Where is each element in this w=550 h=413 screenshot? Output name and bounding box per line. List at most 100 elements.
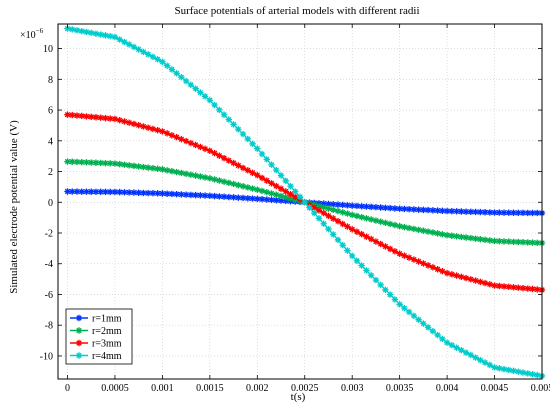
series-marker <box>282 188 289 195</box>
legend-swatch-marker <box>75 327 83 334</box>
series-marker <box>178 169 185 177</box>
series-marker <box>462 234 470 241</box>
series-marker <box>97 31 104 38</box>
series-r=4mm <box>64 25 546 380</box>
x-tick-label: 0.0035 <box>386 383 414 394</box>
series-marker <box>486 281 494 288</box>
series-marker <box>382 243 389 250</box>
series-marker <box>182 191 190 198</box>
series-marker <box>534 209 541 217</box>
series-marker <box>524 285 531 292</box>
series-marker <box>382 219 389 227</box>
series-marker <box>519 238 527 246</box>
series-marker <box>144 124 152 131</box>
series-marker <box>130 162 138 170</box>
series-marker <box>439 207 446 214</box>
series-marker <box>173 134 180 141</box>
legend-swatch-marker <box>75 314 83 322</box>
series-marker <box>500 283 508 290</box>
y-tick-label: -8 <box>45 321 53 332</box>
series-marker <box>458 273 465 281</box>
series-marker <box>363 267 370 274</box>
series-marker <box>192 85 199 92</box>
series-marker <box>401 223 408 231</box>
y-axis-label: Simulated electrode potential value (V) <box>8 120 20 294</box>
series-marker <box>206 192 214 200</box>
series-marker <box>159 58 166 66</box>
series-marker <box>121 161 128 168</box>
series-marker <box>496 365 503 372</box>
series-marker <box>363 233 370 240</box>
series-marker <box>358 262 365 269</box>
series-marker <box>505 366 512 374</box>
series-marker <box>453 208 460 215</box>
series-marker <box>125 119 133 126</box>
series-marker <box>163 167 171 174</box>
series-marker <box>339 241 346 249</box>
series-marker <box>78 188 85 195</box>
chart-title: Surface potentials of arterial models wi… <box>174 5 419 17</box>
series-marker <box>443 207 451 215</box>
x-tick-label: 0 <box>65 383 70 394</box>
x-tick-label: 0.0005 <box>101 383 129 394</box>
series-marker <box>534 371 541 379</box>
series-marker <box>154 126 161 134</box>
series-marker <box>287 195 294 202</box>
series-marker <box>263 177 270 184</box>
series-marker <box>197 173 204 180</box>
series-marker <box>505 209 512 216</box>
series-marker <box>69 158 76 165</box>
plot-area-frame <box>57 23 543 380</box>
series-marker <box>187 81 195 89</box>
series-marker <box>168 167 176 175</box>
series-marker <box>149 190 157 197</box>
series-marker <box>420 320 427 327</box>
series-marker <box>69 188 76 195</box>
series-marker <box>92 159 100 166</box>
series-marker <box>301 199 308 206</box>
series-marker <box>206 147 214 154</box>
series-marker <box>348 211 356 219</box>
axes: 0 0.0005 0.001 0.0015 0.002 0.0025 0.003 0.0035… <box>40 24 550 394</box>
series-marker <box>73 158 81 166</box>
series-marker <box>225 157 233 164</box>
series-marker <box>173 70 180 77</box>
series-marker <box>149 125 157 133</box>
series-marker <box>401 205 408 213</box>
series-marker <box>510 209 517 216</box>
series-marker <box>111 188 119 196</box>
series-marker <box>140 48 147 56</box>
x-tick-label: 0.005 <box>531 383 550 394</box>
x-tick-label: 0.0045 <box>481 383 509 394</box>
series-marker <box>311 209 318 217</box>
series-marker <box>510 284 517 291</box>
series-marker <box>216 193 223 200</box>
series-marker <box>372 217 380 224</box>
series-marker <box>273 191 280 198</box>
series-marker <box>235 194 242 201</box>
series-marker <box>282 197 289 205</box>
series-marker <box>405 224 413 232</box>
series-marker <box>239 130 247 138</box>
series-marker <box>510 238 517 245</box>
series-marker <box>173 191 180 198</box>
series-marker <box>315 215 323 222</box>
x-tick-label: 0.003 <box>341 383 364 394</box>
y-tick-label: 2 <box>48 167 53 178</box>
series-marker <box>519 209 527 217</box>
series-marker <box>277 192 285 200</box>
series-marker <box>519 369 527 376</box>
series-marker <box>415 206 422 213</box>
series-marker <box>187 191 195 199</box>
series-marker <box>386 291 394 298</box>
series-marker <box>97 114 104 121</box>
series-marker <box>258 187 266 195</box>
series-marker <box>263 188 270 196</box>
series-marker <box>135 46 142 53</box>
series-marker <box>353 257 361 264</box>
series-marker <box>325 212 332 219</box>
series-marker <box>500 209 508 216</box>
x-tick-label: 0.002 <box>246 383 269 394</box>
series-marker <box>225 193 233 201</box>
series-marker <box>135 189 142 196</box>
